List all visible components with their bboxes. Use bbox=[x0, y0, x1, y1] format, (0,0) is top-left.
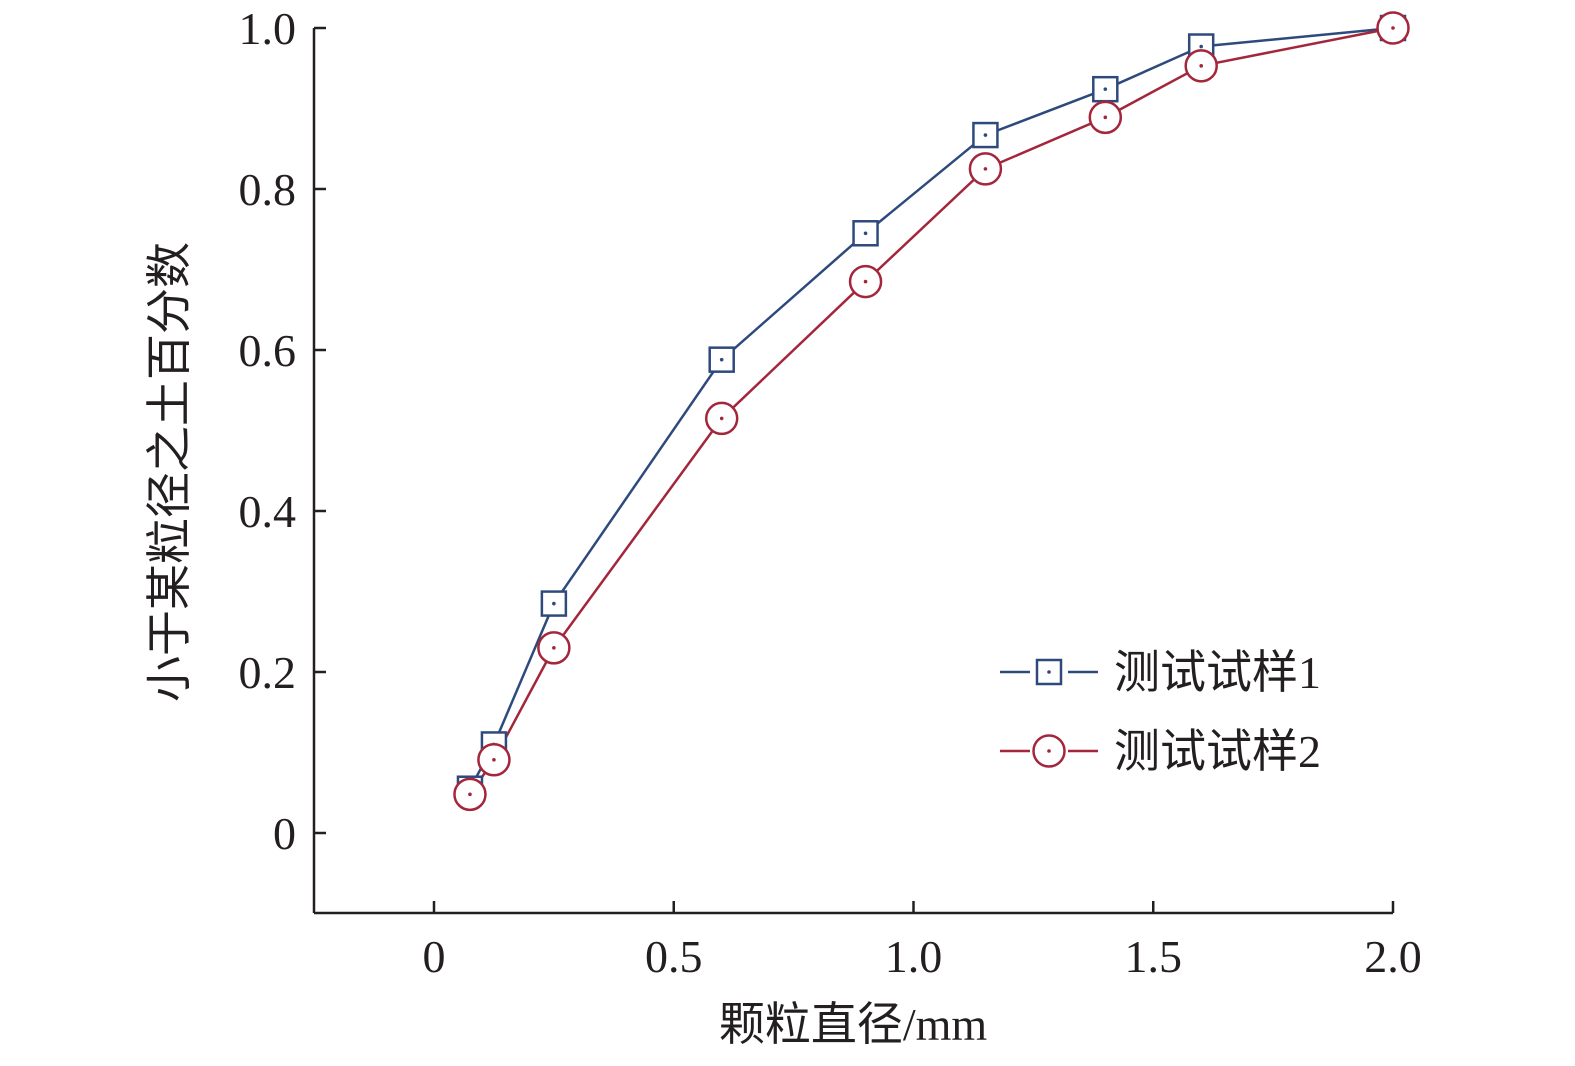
data-point-series-2 bbox=[477, 742, 511, 777]
legend-item-2: 测试试样2 bbox=[1000, 726, 1321, 777]
data-point-series-2 bbox=[1088, 100, 1123, 135]
x-tick-label: 2.0 bbox=[1364, 931, 1422, 982]
legend: 测试试样1 测试试样2 bbox=[1000, 647, 1321, 777]
x-tick-label: 1.5 bbox=[1125, 931, 1183, 982]
x-tick-label: 0.5 bbox=[645, 931, 703, 982]
data-point-series-2 bbox=[968, 152, 1003, 186]
legend-marker bbox=[1032, 734, 1066, 768]
y-axis-title: 小于某粒径之土百分数 bbox=[144, 242, 195, 702]
legend-marker bbox=[1035, 658, 1063, 686]
y-tick-label: 0.4 bbox=[239, 486, 297, 537]
data-point-series-2 bbox=[1376, 11, 1410, 45]
x-axis-title: 颗粒直径/mm bbox=[719, 999, 988, 1050]
data-point-series-2 bbox=[1184, 49, 1218, 83]
y-tick-label: 0.2 bbox=[239, 647, 297, 698]
data-point-series-1 bbox=[540, 590, 568, 617]
y-tick-label: 1.0 bbox=[239, 3, 297, 54]
data-point-series-1 bbox=[972, 121, 999, 149]
data-point-series-1 bbox=[708, 346, 735, 373]
axes bbox=[312, 28, 1393, 915]
data-point-series-2 bbox=[848, 264, 883, 299]
y-tick-label: 0 bbox=[273, 808, 296, 859]
x-tick-label: 0 bbox=[423, 931, 446, 982]
legend-label: 测试试样1 bbox=[1114, 647, 1321, 698]
data-point-series-2 bbox=[704, 401, 739, 436]
legend-label: 测试试样2 bbox=[1114, 726, 1321, 777]
data-point-series-1 bbox=[1092, 75, 1119, 103]
legend-item-1: 测试试样1 bbox=[1000, 647, 1321, 698]
x-tick-label: 1.0 bbox=[885, 931, 943, 982]
series-layer bbox=[453, 11, 1410, 812]
data-point-series-2 bbox=[537, 631, 571, 665]
y-ticks: 0 0.2 0.4 0.6 0.8 1.0 bbox=[239, 3, 326, 859]
x-ticks: 0 0.5 1.0 1.5 2.0 bbox=[423, 901, 1422, 982]
y-tick-label: 0.8 bbox=[239, 164, 297, 215]
data-point-series-2 bbox=[453, 777, 487, 812]
y-tick-label: 0.6 bbox=[239, 325, 297, 376]
data-point-series-1 bbox=[852, 220, 879, 247]
